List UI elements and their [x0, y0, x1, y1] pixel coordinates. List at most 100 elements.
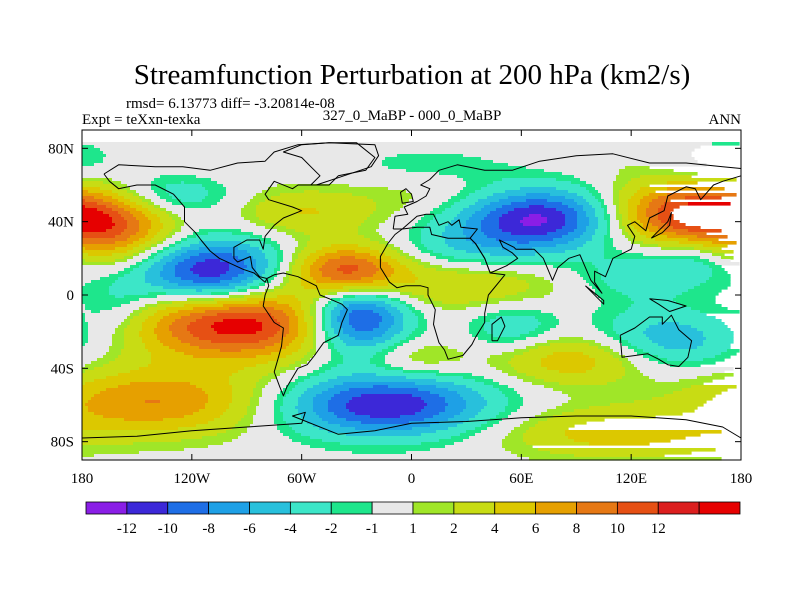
field-cell	[532, 382, 560, 386]
field-cell	[280, 328, 290, 332]
field-cell	[244, 205, 257, 209]
field-cell	[271, 379, 296, 383]
field-cell	[601, 277, 710, 281]
field-cell	[130, 271, 146, 275]
field-cell	[268, 265, 278, 269]
field-cell	[262, 328, 281, 332]
field-cell	[625, 184, 650, 188]
field-cell	[421, 229, 446, 233]
field-cell	[223, 184, 278, 188]
field-cell	[325, 340, 332, 344]
field-cell	[568, 436, 686, 440]
field-cell	[157, 325, 170, 329]
field-cell	[631, 304, 683, 308]
field-cell	[328, 430, 437, 434]
field-cell	[493, 160, 698, 164]
colorbar-label: 8	[573, 521, 581, 537]
field-cell	[286, 394, 302, 398]
field-cell	[112, 226, 128, 230]
field-cell	[571, 181, 587, 185]
field-cell	[247, 283, 260, 287]
field-cell	[610, 403, 704, 407]
y-tick-label: 40S	[51, 361, 74, 377]
field-cell	[394, 319, 404, 323]
field-cell	[82, 457, 530, 461]
field-cell	[247, 409, 257, 413]
field-cell	[325, 310, 332, 314]
field-cell	[514, 388, 554, 392]
field-cell	[541, 364, 596, 368]
field-cell	[610, 229, 623, 233]
field-cell	[475, 427, 488, 431]
field-cell	[292, 265, 302, 269]
field-cell	[340, 391, 431, 395]
field-cell	[703, 358, 725, 362]
field-cell	[601, 274, 713, 278]
field-cell	[166, 307, 194, 311]
field-cell	[355, 328, 374, 332]
field-cell	[163, 277, 182, 281]
field-cell	[604, 241, 614, 245]
field-cell	[103, 151, 692, 155]
field-cell	[400, 208, 434, 212]
field-cell	[88, 328, 116, 332]
field-cell	[409, 253, 431, 257]
field-cell	[277, 358, 302, 362]
field-cell	[184, 259, 206, 263]
field-cell	[274, 406, 281, 410]
field-cell	[304, 232, 359, 236]
field-cell	[430, 262, 482, 266]
field-cell	[301, 433, 347, 437]
field-cell	[319, 415, 338, 419]
field-cell	[244, 268, 257, 272]
field-cell	[82, 148, 101, 152]
field-cell	[403, 322, 419, 326]
field-cell	[526, 373, 626, 377]
field-cell	[457, 271, 518, 275]
field-cell	[355, 337, 374, 341]
field-cell	[562, 235, 581, 239]
field-cell	[124, 217, 137, 221]
field-cell	[289, 322, 299, 326]
field-cell	[625, 235, 632, 239]
field-cell	[502, 205, 530, 209]
field-cell	[517, 292, 551, 296]
field-cell	[307, 322, 314, 326]
field-cell	[106, 154, 398, 158]
field-cell	[433, 415, 455, 419]
field-cell	[676, 301, 716, 305]
field-cell	[385, 253, 401, 257]
field-cell	[232, 439, 293, 443]
field-cell	[418, 247, 428, 251]
field-cell	[415, 382, 455, 386]
field-cell	[466, 238, 497, 242]
field-cell	[403, 316, 419, 320]
field-cell	[175, 265, 194, 269]
field-cell	[82, 250, 128, 254]
field-cell	[673, 391, 722, 395]
field-cell	[460, 433, 476, 437]
field-cell	[244, 415, 254, 419]
field-cell	[637, 190, 656, 194]
field-cell	[535, 376, 623, 380]
field-cell	[307, 244, 332, 248]
field-cell	[151, 361, 269, 365]
field-cell	[625, 166, 650, 170]
field-cell	[580, 235, 593, 239]
field-cell	[130, 211, 143, 215]
field-cell	[586, 229, 596, 233]
field-cell	[400, 415, 434, 419]
field-cell	[268, 187, 389, 191]
field-cell	[442, 265, 554, 269]
field-cell	[643, 196, 659, 200]
field-cell	[85, 247, 116, 251]
field-cell	[301, 394, 317, 398]
field-cell	[151, 199, 167, 203]
field-cell	[286, 283, 302, 287]
field-cell	[124, 343, 146, 347]
x-axis: 180 120W 60W 0 60E 120E 180	[71, 130, 752, 487]
field-cell	[610, 235, 626, 239]
field-cell	[679, 322, 725, 326]
field-cell	[82, 445, 209, 449]
field-cell	[232, 373, 269, 377]
